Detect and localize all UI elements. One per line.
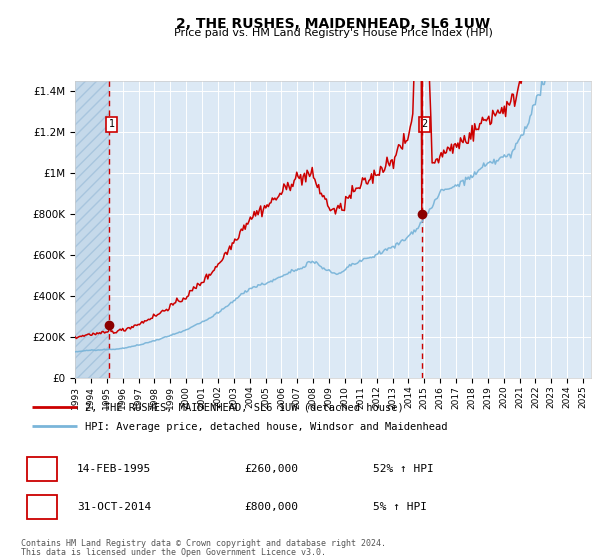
Text: 52% ↑ HPI: 52% ↑ HPI <box>373 464 433 474</box>
Text: 31-OCT-2014: 31-OCT-2014 <box>77 502 151 512</box>
Text: 1: 1 <box>39 464 46 474</box>
Text: £800,000: £800,000 <box>244 502 298 512</box>
Bar <box>75 81 109 378</box>
Text: 14-FEB-1995: 14-FEB-1995 <box>77 464 151 474</box>
Text: 2: 2 <box>422 119 428 129</box>
Text: HPI: Average price, detached house, Windsor and Maidenhead: HPI: Average price, detached house, Wind… <box>85 422 448 432</box>
Text: 2, THE RUSHES, MAIDENHEAD, SL6 1UW (detached house): 2, THE RUSHES, MAIDENHEAD, SL6 1UW (deta… <box>85 403 404 412</box>
Text: 5% ↑ HPI: 5% ↑ HPI <box>373 502 427 512</box>
Text: Price paid vs. HM Land Registry's House Price Index (HPI): Price paid vs. HM Land Registry's House … <box>173 28 493 38</box>
Text: 2: 2 <box>39 502 46 512</box>
Text: Contains HM Land Registry data © Crown copyright and database right 2024.: Contains HM Land Registry data © Crown c… <box>21 539 386 548</box>
Text: 1: 1 <box>109 119 115 129</box>
Text: 2, THE RUSHES, MAIDENHEAD, SL6 1UW: 2, THE RUSHES, MAIDENHEAD, SL6 1UW <box>176 17 490 31</box>
FancyBboxPatch shape <box>26 495 57 520</box>
Text: This data is licensed under the Open Government Licence v3.0.: This data is licensed under the Open Gov… <box>21 548 326 557</box>
FancyBboxPatch shape <box>26 457 57 481</box>
Text: £260,000: £260,000 <box>244 464 298 474</box>
